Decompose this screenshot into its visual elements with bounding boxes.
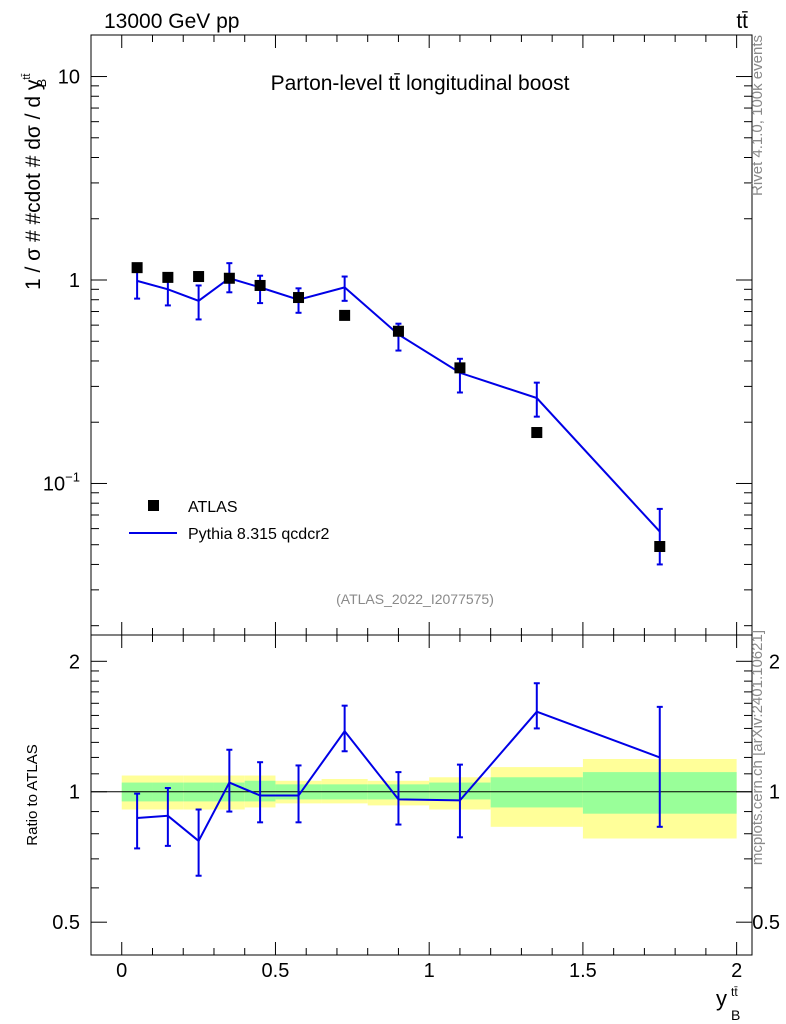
main-y-tick-label: 1 xyxy=(69,270,80,292)
main-mc-series xyxy=(134,262,663,566)
rivet-version-label: Rivet 4.1.0, 100k events xyxy=(749,35,766,196)
main-y-tick-label-base: 10 xyxy=(43,473,65,495)
x-tick-label: 0.5 xyxy=(262,960,290,982)
main-y-axis-label-sup: tt̄ xyxy=(21,73,33,79)
ratio-uncertainty-bands xyxy=(121,759,737,839)
main-y-axis-label-text: 1 / σ # #cdot # dσ / d y xyxy=(22,79,45,290)
data-point xyxy=(654,541,666,553)
main-y-axis-label: 1 / σ # #cdot # dσ / d ytt̄B xyxy=(21,73,49,290)
mcplots-source-label: mcplots.cern.ch [arXiv:2401.10621] xyxy=(749,630,766,865)
x-axis-label-text: y xyxy=(716,986,727,1011)
header-left-label: 13000 GeV pp xyxy=(104,10,239,33)
legend: ATLAS Pythia 8.315 qcdcr2 xyxy=(129,499,330,543)
chart-title: Parton-level tt̄ longitudinal boost xyxy=(271,72,570,95)
ratio-y-tick-label-right: 2 xyxy=(769,651,780,673)
x-tick-label: 2 xyxy=(731,960,742,982)
data-point xyxy=(131,262,143,274)
main-plot-frame xyxy=(90,34,753,636)
x-axis-label: y tt̄ B xyxy=(716,985,740,1023)
x-tick-label: 0 xyxy=(116,960,127,982)
ratio-y-tick-label-right: 0.5 xyxy=(752,912,780,934)
data-point xyxy=(293,292,305,304)
main-y-axis-label-sub: B xyxy=(34,79,49,88)
main-y-tick-label-exp: −1 xyxy=(65,469,80,484)
svg-text:1 / σ # #cdot # dσ / d ytt̄B: 1 / σ # #cdot # dσ / d ytt̄B xyxy=(21,73,49,290)
ratio-y-tick-label-left: 1 xyxy=(69,782,80,804)
ratio-mc-series xyxy=(134,682,663,877)
ratio-y-tick-label-left: 2 xyxy=(69,651,80,673)
data-point xyxy=(454,362,466,374)
x-axis-label-sub: B xyxy=(731,1007,740,1023)
main-y-tick-label: 10−1 xyxy=(43,469,80,495)
main-data-series xyxy=(131,262,666,553)
x-axis-label-sup: tt̄ xyxy=(731,985,738,999)
data-point xyxy=(254,279,266,291)
legend-label-data: ATLAS xyxy=(188,499,238,516)
mc-line xyxy=(136,277,661,533)
data-point xyxy=(392,325,404,337)
main-y-tick-label: 10 xyxy=(58,67,80,89)
x-tick-label: 1 xyxy=(424,960,435,982)
ratio-plot-frame xyxy=(90,634,753,956)
legend-data-marker xyxy=(148,500,159,511)
legend-label-mc: Pythia 8.315 qcdcr2 xyxy=(188,526,330,543)
data-point xyxy=(162,271,174,283)
header-right-label: tt̄ xyxy=(736,10,748,33)
data-point xyxy=(531,427,543,439)
data-point xyxy=(339,309,351,321)
axis-ticks xyxy=(91,35,752,955)
ratio-y-axis-label: Ratio to ATLAS xyxy=(24,744,41,845)
ratio-y-tick-label-right: 1 xyxy=(769,782,780,804)
stat-uncertainty-band xyxy=(490,777,583,808)
data-point xyxy=(193,271,205,283)
ratio-y-tick-label-left: 0.5 xyxy=(52,912,80,934)
analysis-tag: (ATLAS_2022_I2077575) xyxy=(336,591,494,607)
data-point xyxy=(223,272,235,284)
x-tick-label: 1.5 xyxy=(569,960,597,982)
